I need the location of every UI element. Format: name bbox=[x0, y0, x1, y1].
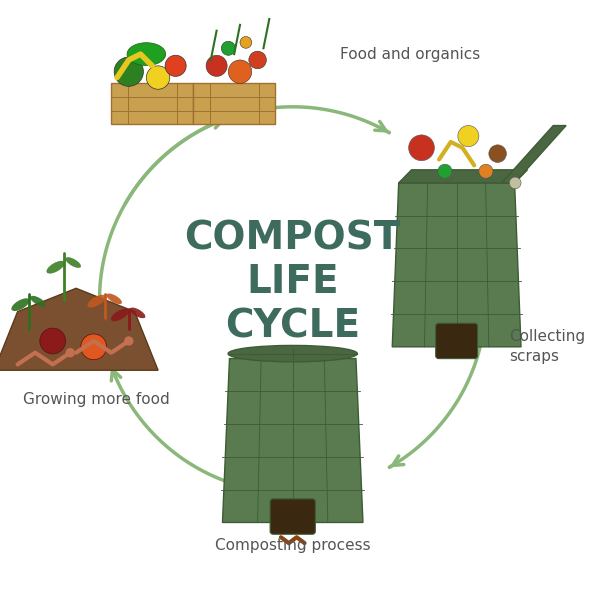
Circle shape bbox=[81, 334, 107, 360]
Circle shape bbox=[221, 41, 235, 55]
FancyBboxPatch shape bbox=[436, 323, 478, 359]
Polygon shape bbox=[0, 288, 158, 370]
Circle shape bbox=[249, 51, 266, 69]
FancyBboxPatch shape bbox=[270, 499, 316, 534]
Circle shape bbox=[240, 37, 252, 48]
Circle shape bbox=[40, 328, 65, 354]
Circle shape bbox=[479, 164, 493, 178]
Text: Composting process: Composting process bbox=[215, 538, 371, 553]
Ellipse shape bbox=[65, 257, 81, 268]
Ellipse shape bbox=[11, 298, 29, 311]
Circle shape bbox=[124, 336, 133, 346]
Ellipse shape bbox=[127, 43, 166, 65]
Circle shape bbox=[114, 57, 143, 86]
Ellipse shape bbox=[106, 293, 122, 304]
FancyBboxPatch shape bbox=[193, 83, 275, 124]
Circle shape bbox=[229, 60, 252, 83]
Text: Collecting
scraps: Collecting scraps bbox=[509, 329, 586, 364]
Text: Growing more food: Growing more food bbox=[23, 392, 170, 407]
Polygon shape bbox=[398, 170, 527, 183]
Circle shape bbox=[438, 164, 452, 178]
Ellipse shape bbox=[130, 308, 145, 318]
Ellipse shape bbox=[111, 308, 129, 322]
Polygon shape bbox=[502, 125, 566, 183]
Polygon shape bbox=[223, 359, 363, 523]
Circle shape bbox=[489, 145, 506, 163]
Ellipse shape bbox=[46, 261, 65, 274]
Ellipse shape bbox=[88, 295, 106, 308]
Text: Food and organics: Food and organics bbox=[340, 47, 480, 62]
Circle shape bbox=[146, 66, 170, 89]
Ellipse shape bbox=[228, 346, 358, 362]
Circle shape bbox=[409, 135, 434, 161]
Text: COMPOST
LIFE
CYCLE: COMPOST LIFE CYCLE bbox=[185, 220, 401, 346]
FancyBboxPatch shape bbox=[111, 83, 193, 124]
Circle shape bbox=[206, 55, 227, 76]
Polygon shape bbox=[392, 183, 521, 347]
Circle shape bbox=[458, 125, 479, 146]
Circle shape bbox=[509, 177, 521, 189]
Ellipse shape bbox=[30, 296, 46, 307]
Circle shape bbox=[165, 55, 186, 76]
Circle shape bbox=[65, 348, 75, 358]
